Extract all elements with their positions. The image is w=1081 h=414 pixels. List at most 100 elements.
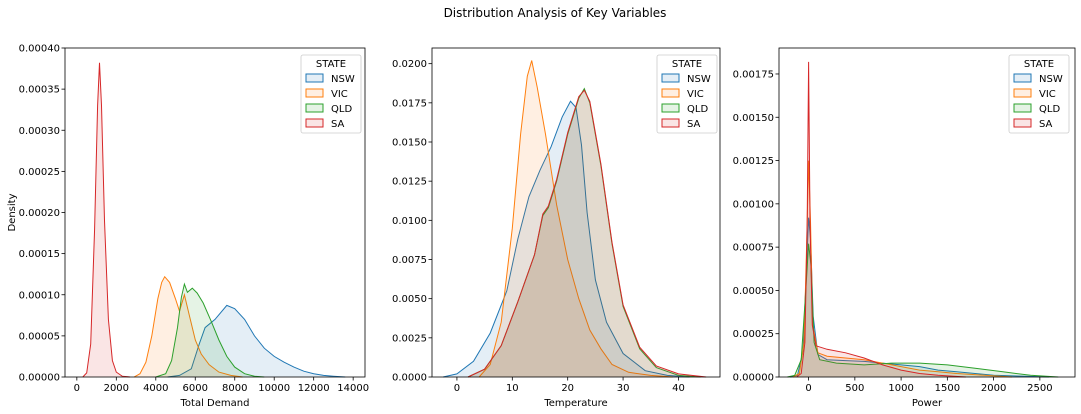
x-tick-label: 500 — [845, 383, 864, 394]
y-tick-label: 0.00150 — [733, 113, 774, 124]
x-axis-label: Power — [912, 398, 943, 409]
legend-label-qld: QLD — [687, 104, 708, 115]
y-tick-label: 0.0025 — [392, 333, 427, 344]
density-area-vic — [134, 276, 243, 377]
subplot-temperature: 0 10 20 30 40 0.0000 0.0025 0.0050 0.0075 0.0100 0… — [392, 47, 721, 409]
x-tick-label: 4000 — [143, 383, 168, 394]
y-tick-label: 0.0075 — [392, 255, 427, 266]
axes-frame — [778, 47, 1076, 378]
legend-label-sa: SA — [1039, 119, 1053, 130]
y-tick-label: 0.0050 — [392, 294, 427, 305]
legend-swatch-qld — [661, 103, 680, 113]
x-tick-label: 0 — [74, 383, 80, 394]
y-tick-label: 0.00025 — [733, 329, 774, 340]
y-tick-label: 0.00030 — [19, 126, 60, 137]
x-tick-label: 0 — [805, 383, 811, 394]
y-tick-label: 0.00175 — [733, 69, 774, 80]
y-tick-label: 0.00020 — [19, 208, 60, 219]
x-tick-label: 1000 — [888, 383, 913, 394]
legend-label-nsw: NSW — [1039, 74, 1063, 85]
legend-swatch-qld — [305, 103, 324, 113]
legend-label-nsw: NSW — [331, 74, 355, 85]
legend-swatch-qld — [1013, 103, 1032, 113]
legend-label-vic: VIC — [687, 89, 704, 100]
density-area-qld — [155, 284, 265, 377]
y-tick-label: 0.00040 — [19, 44, 60, 55]
subplot-power: 0 500 1000 1500 2000 2500 0.00000 0.00025 0.0005… — [733, 47, 1076, 409]
x-tick-label: 30 — [617, 383, 630, 394]
y-tick-label: 0.00005 — [19, 331, 60, 342]
density-area-qld — [468, 88, 701, 377]
y-tick-label: 0.0000 — [392, 373, 427, 384]
legend-label-sa: SA — [331, 119, 345, 130]
x-tick-label: 10000 — [258, 383, 290, 394]
y-tick-label: 0.0150 — [392, 138, 427, 149]
density-line-qld — [155, 282, 265, 378]
density-area-nsw — [790, 217, 1050, 377]
legend-swatch-vic — [661, 88, 680, 98]
density-area-sa — [468, 90, 707, 378]
x-tick-label: 8000 — [222, 383, 247, 394]
legend-swatch-sa — [661, 118, 680, 128]
density-line-nsw — [167, 304, 346, 378]
legend-title: STATE — [672, 59, 702, 70]
x-tick-label: 0 — [454, 383, 460, 394]
subplot-total-demand: 0 2000 4000 6000 8000 10000 12000 14000 0.00000 0… — [7, 44, 369, 410]
figure-suptitle: Distribution Analysis of Key Variables — [444, 6, 667, 20]
legend-swatch-vic — [1013, 88, 1032, 98]
legend: STATE NSW VIC QLD SA — [1008, 54, 1070, 134]
legend-label-sa: SA — [687, 119, 701, 130]
legend-swatch-sa — [1013, 118, 1032, 128]
legend-label-vic: VIC — [1039, 89, 1056, 100]
x-tick-label: 40 — [672, 383, 685, 394]
x-axis-label: Temperature — [543, 398, 607, 409]
y-tick-label: 0.0175 — [392, 98, 427, 109]
density-area-vic — [479, 60, 673, 377]
legend-swatch-vic — [305, 88, 324, 98]
y-tick-label: 0.0125 — [392, 177, 427, 188]
legend-title: STATE — [316, 59, 346, 70]
x-tick-label: 6000 — [183, 383, 208, 394]
x-tick-label: 20 — [561, 383, 574, 394]
density-area-sa — [82, 62, 131, 378]
x-tick-label: 12000 — [298, 383, 330, 394]
y-tick-label: 0.0200 — [392, 59, 427, 70]
axes-frame — [431, 47, 721, 378]
density-line-sa — [467, 89, 707, 378]
y-tick-label: 0.00025 — [19, 167, 60, 178]
y-tick-label: 0.00100 — [733, 199, 774, 210]
density-area-vic — [792, 160, 1013, 377]
density-area-sa — [796, 61, 966, 378]
density-line-vic — [133, 275, 243, 378]
legend-swatch-nsw — [305, 73, 324, 83]
density-line-sa — [82, 62, 131, 378]
legend-title: STATE — [1024, 59, 1054, 70]
y-tick-label: 0.00125 — [733, 156, 774, 167]
x-tick-label: 2000 — [104, 383, 129, 394]
density-area-qld — [787, 243, 1059, 377]
legend-label-nsw: NSW — [687, 74, 711, 85]
density-line-sa — [796, 61, 966, 378]
legend-label-vic: VIC — [331, 89, 348, 100]
x-tick-label: 14000 — [337, 383, 369, 394]
y-tick-label: 0.00015 — [19, 249, 60, 260]
x-tick-label: 2500 — [1027, 383, 1052, 394]
y-tick-label: 0.00075 — [733, 243, 774, 254]
y-tick-label: 0.00035 — [19, 85, 60, 96]
density-line-vic — [478, 60, 673, 378]
x-tick-label: 2000 — [981, 383, 1006, 394]
y-tick-label: 0.0100 — [392, 216, 427, 227]
y-tick-label: 0.00050 — [733, 286, 774, 297]
y-tick-label: 0.00010 — [19, 290, 60, 301]
legend: STATE NSW VIC QLD SA — [300, 54, 362, 134]
y-tick-label: 0.00000 — [19, 373, 60, 384]
x-tick-label: 10 — [506, 383, 519, 394]
legend-swatch-nsw — [1013, 73, 1032, 83]
density-line-qld — [787, 243, 1059, 378]
legend-label-qld: QLD — [1039, 104, 1060, 115]
x-tick-label: 1500 — [935, 383, 960, 394]
legend-swatch-nsw — [661, 73, 680, 83]
y-tick-label: 0.00000 — [733, 373, 774, 384]
